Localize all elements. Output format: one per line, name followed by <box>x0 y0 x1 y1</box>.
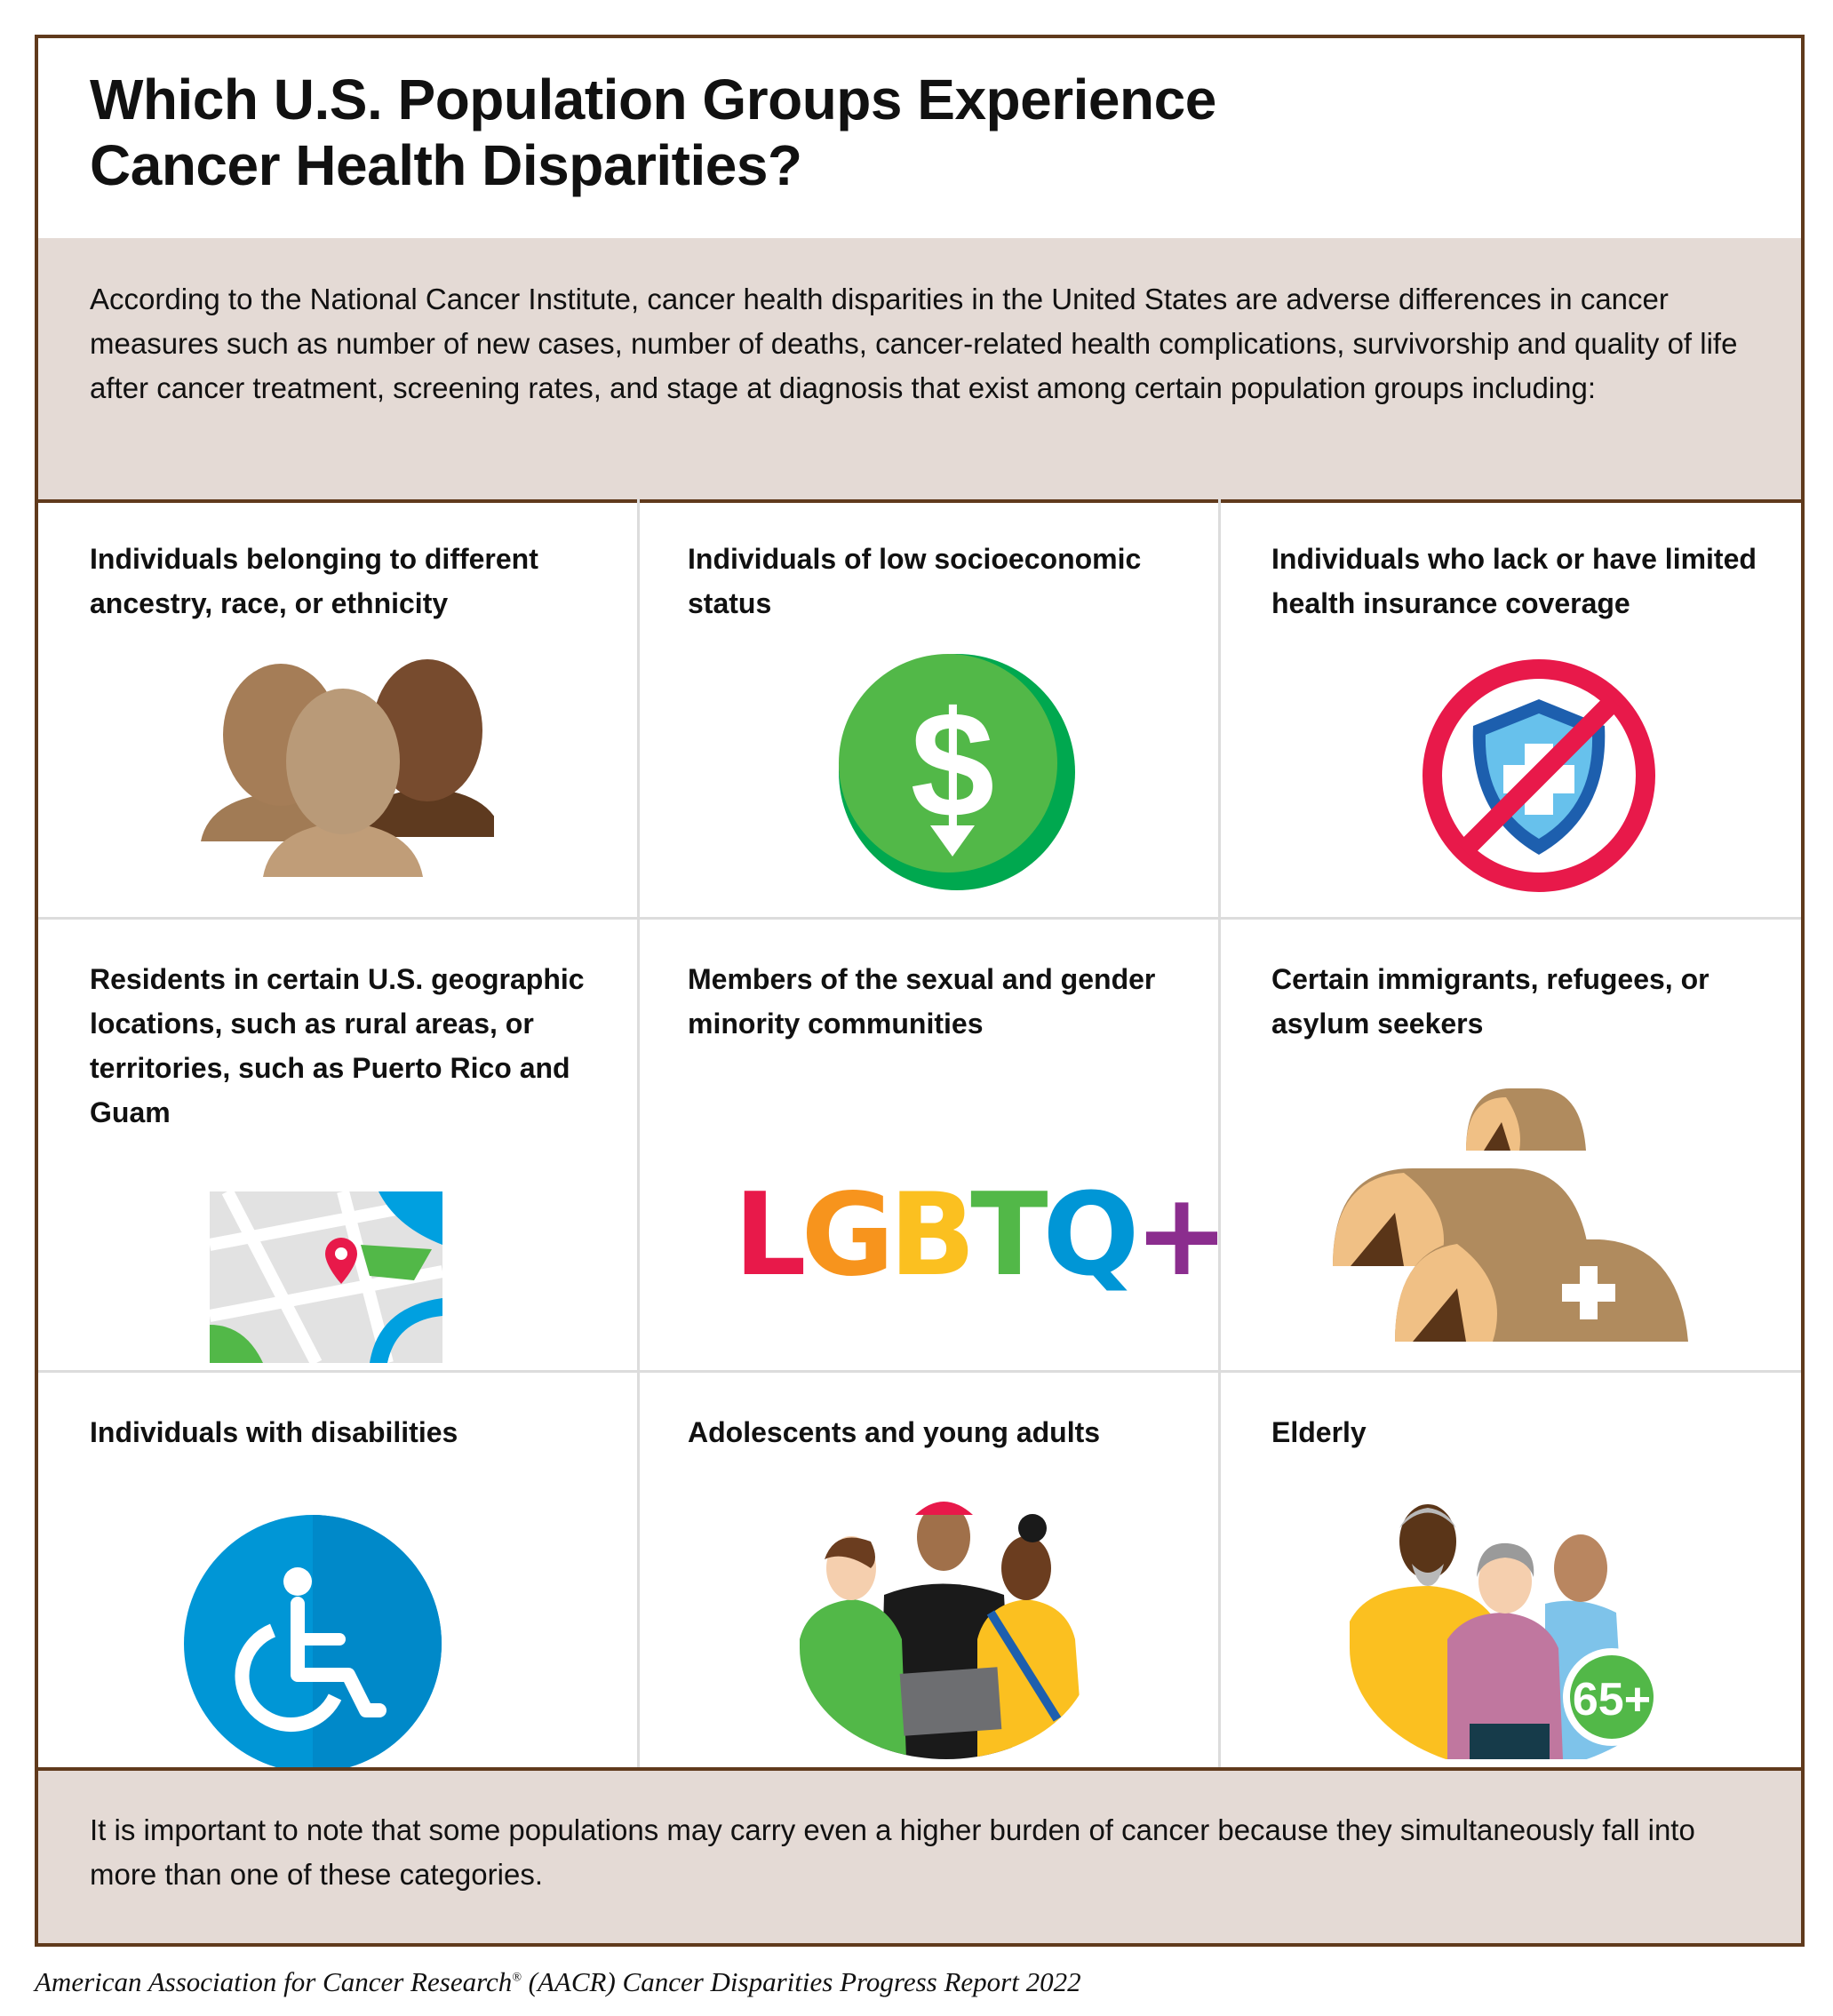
intro-text: According to the National Cancer Institu… <box>90 283 1738 404</box>
group-cell-disabilities: Individuals with disabilities <box>38 1373 637 1774</box>
group-cell-elderly: Elderly 65+ <box>1221 1373 1805 1774</box>
young-adults-icon <box>800 1502 1084 1759</box>
caption-report: (AACR) Cancer Disparities Progress Repor… <box>521 1966 1081 1997</box>
group-label: Individuals belonging to different ances… <box>90 543 538 619</box>
group-label: Individuals with disabilities <box>90 1416 458 1448</box>
group-label: Members of the sexual and gender minorit… <box>688 963 1156 1040</box>
group-label: Elderly <box>1271 1416 1367 1448</box>
svg-text:$: $ <box>911 681 995 849</box>
outro-text: It is important to note that some popula… <box>90 1813 1695 1891</box>
divider <box>38 917 1801 920</box>
page-title: Which U.S. Population Groups Experience C… <box>90 67 1216 198</box>
outro-section: It is important to note that some popula… <box>38 1767 1801 1943</box>
group-cell-geographic: Residents in certain U.S. geographic loc… <box>38 920 637 1370</box>
refugee-tents-icon <box>1333 1088 1688 1342</box>
dollar-down-icon: $ <box>839 654 1075 890</box>
registered-mark: ® <box>512 1971 522 1985</box>
divider <box>637 499 640 1774</box>
source-caption: American Association for Cancer Research… <box>35 1966 1081 1998</box>
divider <box>1218 499 1221 1774</box>
group-cell-ancestry: Individuals belonging to different ances… <box>38 499 637 917</box>
group-label: Individuals of low socioeconomic status <box>688 543 1142 619</box>
group-label: Certain immigrants, refugees, or asylum … <box>1271 963 1709 1040</box>
group-label: Individuals who lack or have limited hea… <box>1271 543 1757 619</box>
intro-section: According to the National Cancer Institu… <box>38 238 1801 503</box>
group-cell-aya: Adolescents and young adults <box>640 1373 1218 1774</box>
divider <box>38 1370 1801 1373</box>
group-cell-socioeconomic: Individuals of low socioeconomic status … <box>640 499 1218 917</box>
group-cell-insurance: Individuals who lack or have limited hea… <box>1221 499 1805 917</box>
title-section: Which U.S. Population Groups Experience C… <box>38 38 1801 242</box>
title-line-1: Which U.S. Population Groups Experience <box>90 68 1216 131</box>
group-label: Residents in certain U.S. geographic loc… <box>90 963 585 1128</box>
lgbtq-icon: LGBTQ+ <box>734 1169 1230 1302</box>
group-cell-immigrants: Certain immigrants, refugees, or asylum … <box>1221 920 1805 1370</box>
groups-grid: Individuals belonging to different ances… <box>38 499 1801 1774</box>
title-line-2: Cancer Health Disparities? <box>90 133 802 197</box>
elderly-icon: 65+ <box>1350 1504 1661 1759</box>
no-insurance-icon <box>1423 659 1655 892</box>
diverse-people-icon <box>201 659 494 877</box>
age-badge: 65+ <box>1573 1674 1651 1725</box>
infographic-frame: Which U.S. Population Groups Experience C… <box>35 35 1805 1947</box>
group-cell-sgm: Members of the sexual and gender minorit… <box>640 920 1230 1370</box>
map-pin-icon <box>210 1191 442 1363</box>
group-label: Adolescents and young adults <box>688 1416 1101 1448</box>
caption-org: American Association for Cancer Research <box>35 1966 513 1997</box>
wheelchair-icon <box>184 1515 442 1773</box>
